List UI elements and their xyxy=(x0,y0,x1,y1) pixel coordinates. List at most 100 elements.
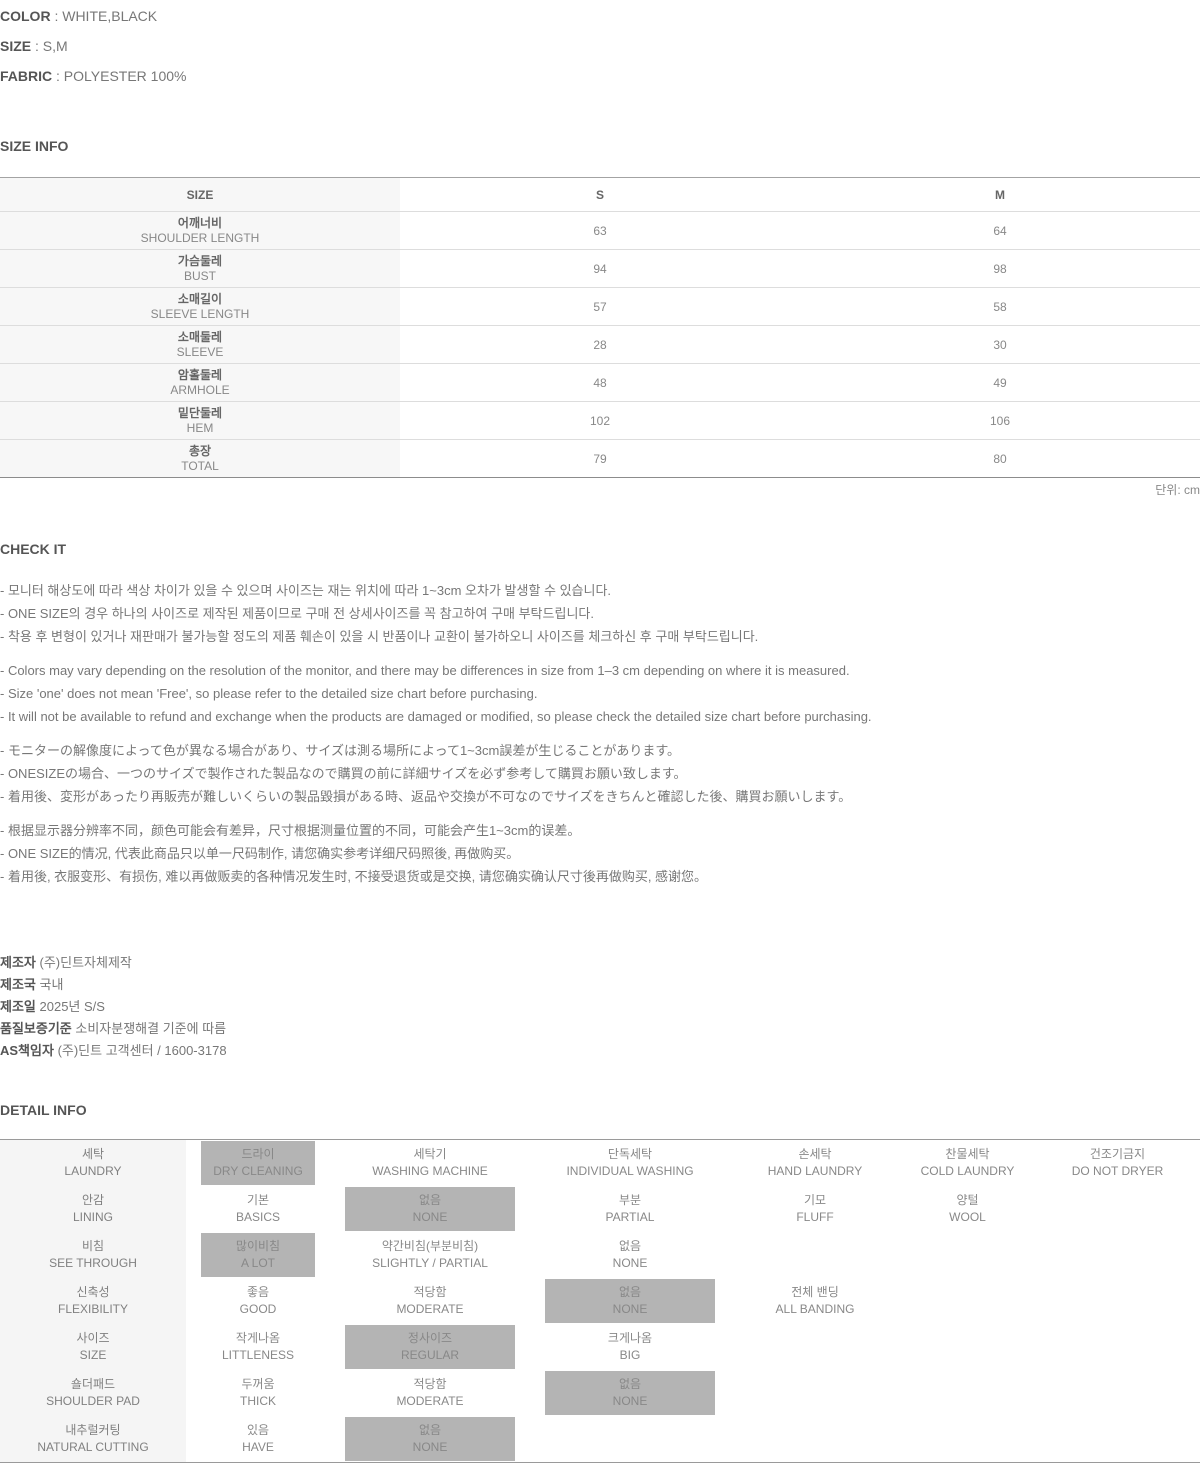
manufacturer-label: AS책임자 xyxy=(0,1043,54,1058)
note-line: - Size 'one' does not mean 'Free', so pl… xyxy=(0,686,538,701)
detail-option-en: DO NOT DRYER xyxy=(1071,1164,1164,1178)
detail-option-en: NONE xyxy=(612,1302,648,1316)
detail-cell: 건조기금지 DO NOT DRYER xyxy=(1035,1140,1200,1186)
detail-cell: 단독세탁 INDIVIDUAL WASHING xyxy=(530,1140,730,1186)
detail-cell-empty xyxy=(900,1232,1035,1278)
detail-option: 적당함 MODERATE xyxy=(345,1371,515,1415)
note-block-korean: - 모니터 해상도에 따라 색상 차이가 있을 수 있으며 사이즈는 재는 위치… xyxy=(0,579,1200,648)
manufacturer-label: 제조자 xyxy=(0,955,36,970)
size-value-m: 64 xyxy=(800,212,1200,250)
detail-option-ko: 없음 xyxy=(418,1193,442,1207)
size-label-en: BUST xyxy=(183,268,216,283)
detail-cell: 두꺼움 THICK xyxy=(186,1370,330,1416)
size-value: 64 xyxy=(993,223,1007,238)
detail-option-ko: 세탁기 xyxy=(413,1147,447,1161)
detail-option-ko: 드라이 xyxy=(241,1147,275,1161)
size-value: 79 xyxy=(593,451,607,466)
size-column-header: S xyxy=(595,187,604,202)
detail-option: 적당함 MODERATE xyxy=(345,1279,515,1323)
size-value: 94 xyxy=(593,261,607,276)
detail-option-ko: 기모 xyxy=(803,1193,827,1207)
detail-option-en: HAVE xyxy=(242,1440,274,1454)
detail-option-selected: 없음 NONE xyxy=(345,1417,515,1461)
size-column-header: M xyxy=(995,187,1005,202)
detail-option-ko: 부분 xyxy=(618,1193,642,1207)
size-row-label: 소매둘레 SLEEVE xyxy=(0,325,400,364)
size-value-s: 57 xyxy=(400,288,800,326)
detail-label-ko: 내추럴커팅 xyxy=(65,1423,121,1437)
note-block-english: - Colors may vary depending on the resol… xyxy=(0,659,1200,728)
spec-line: COLOR : WHITE,BLACK xyxy=(0,1,1200,31)
detail-row-label: 세탁 LAUNDRY xyxy=(0,1140,186,1186)
size-value-s: 102 xyxy=(400,402,800,440)
detail-cell: 있음 HAVE xyxy=(186,1416,330,1462)
detail-option-en: NONE xyxy=(412,1440,448,1454)
detail-cell-empty xyxy=(730,1324,900,1370)
size-value: 102 xyxy=(589,413,611,428)
manufacturer-label: 품질보증기준 xyxy=(0,1021,72,1036)
detail-option-ko: 기본 xyxy=(246,1193,270,1207)
spec-label: SIZE xyxy=(0,38,32,54)
detail-cell: 약간비침(부분비침) SLIGHTLY / PARTIAL xyxy=(330,1232,530,1278)
detail-row-label: 비침 SEE THROUGH xyxy=(0,1232,186,1278)
detail-row: 안감 LINING 기본 BASICS 없음 NONE 부분 PARTIAL 기모 FLUFF 양털… xyxy=(0,1186,1200,1232)
detail-cell: 많이비침 A LOT xyxy=(186,1232,330,1278)
detail-cell: 없음 NONE xyxy=(530,1278,730,1324)
detail-cell-empty xyxy=(1035,1370,1200,1416)
note-line: - ONESIZEの場合、一つのサイズで製作された製品なので購買の前に詳細サイズ… xyxy=(0,766,687,781)
size-value-s: 79 xyxy=(400,440,800,478)
size-value-m: 80 xyxy=(800,440,1200,478)
size-label-ko: 총장 xyxy=(188,443,212,458)
detail-cell: 작게나옴 LITTLENESS xyxy=(186,1324,330,1370)
manufacturer-value: (주)딘트자체제작 xyxy=(35,955,132,970)
size-value: 98 xyxy=(993,261,1007,276)
detail-option-ko: 적당함 xyxy=(413,1285,447,1299)
detail-option-en: NONE xyxy=(612,1256,648,1270)
size-row: 소매둘레 SLEEVE 28 30 xyxy=(0,325,1200,364)
size-value-m: 98 xyxy=(800,250,1200,288)
detail-table: 세탁 LAUNDRY 드라이 DRY CLEANING 세탁기 WASHING MACHI… xyxy=(0,1139,1200,1463)
detail-cell-empty xyxy=(1035,1278,1200,1324)
detail-row-label: 안감 LINING xyxy=(0,1186,186,1232)
spec-value: : POLYESTER 100% xyxy=(52,68,187,84)
detail-cell: 정사이즈 REGULAR xyxy=(330,1324,530,1370)
detail-option-ko: 많이비침 xyxy=(235,1239,281,1253)
size-value: 57 xyxy=(593,299,607,314)
manufacturer-value: 소비자분쟁해결 기준에 따름 xyxy=(71,1021,227,1036)
detail-option-en: BIG xyxy=(619,1348,641,1362)
size-value-m: 58 xyxy=(800,288,1200,326)
note-block-japanese: - モニターの解像度によって色が異なる場合があり、サイズは測る場所によって1~3… xyxy=(0,739,1200,808)
detail-label-en: LINING xyxy=(72,1210,113,1224)
detail-option: 손세탁 HAND LAUNDRY xyxy=(745,1141,885,1185)
detail-cell: 적당함 MODERATE xyxy=(330,1370,530,1416)
size-label-ko: 소매둘레 xyxy=(177,329,223,344)
detail-row-label: 숄더패드 SHOULDER PAD xyxy=(0,1370,186,1416)
detail-option-ko: 건조기금지 xyxy=(1089,1147,1146,1161)
detail-label-en: LAUNDRY xyxy=(64,1164,122,1178)
detail-label-ko: 비침 xyxy=(81,1239,105,1253)
note-line: - 根据显示器分辨率不同，颜色可能会有差异，尺寸根据测量位置的不同，可能会产生1… xyxy=(0,823,581,838)
detail-info-heading: DETAIL INFO xyxy=(0,1102,87,1118)
detail-row: 세탁 LAUNDRY 드라이 DRY CLEANING 세탁기 WASHING MACHI… xyxy=(0,1140,1200,1186)
size-value-s: 28 xyxy=(400,326,800,364)
detail-option-en: A LOT xyxy=(240,1256,275,1270)
size-value-m: 49 xyxy=(800,364,1200,402)
size-value-m: 106 xyxy=(800,402,1200,440)
manufacturer-line: 제조국 국내 xyxy=(0,974,1200,996)
size-row-label: 암홀둘레 ARMHOLE xyxy=(0,363,400,402)
detail-row: 신축성 FLEXIBILITY 좋음 GOOD 적당함 MODERATE 없음 NONE 전체 … xyxy=(0,1278,1200,1324)
detail-option-ko: 좋음 xyxy=(246,1285,270,1299)
manufacturer-value: 국내 xyxy=(35,977,64,992)
size-label-ko: 가슴둘레 xyxy=(177,253,223,268)
detail-option-en: BASICS xyxy=(235,1210,280,1224)
detail-option: 기본 BASICS xyxy=(201,1187,315,1231)
detail-option-en: MODERATE xyxy=(396,1394,464,1408)
manufacturer-info: 제조자 (주)딘트자체제작 제조국 국내 제조일 2025년 S/S 품질보증기준 소… xyxy=(0,952,1200,1062)
detail-option-en: INDIVIDUAL WASHING xyxy=(566,1164,694,1178)
detail-label-ko: 사이즈 xyxy=(76,1331,110,1345)
detail-option-selected: 많이비침 A LOT xyxy=(201,1233,315,1277)
detail-option-en: ALL BANDING xyxy=(775,1302,855,1316)
manufacturer-value: 2025년 S/S xyxy=(35,999,105,1014)
detail-option-ko: 손세탁 xyxy=(798,1147,832,1161)
detail-option: 부분 PARTIAL xyxy=(545,1187,715,1231)
